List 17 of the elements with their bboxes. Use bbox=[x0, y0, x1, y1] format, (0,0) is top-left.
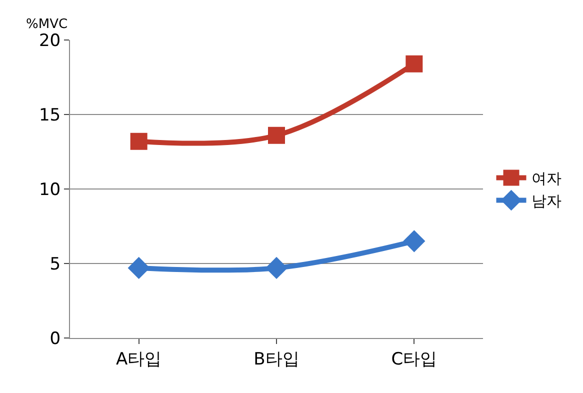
point bbox=[268, 126, 285, 144]
x-tick-label: A타입 bbox=[116, 349, 162, 370]
y-tick-label: 20 bbox=[38, 30, 61, 51]
y-axis-title: %MVC bbox=[26, 17, 68, 32]
legend-label: 여자 bbox=[531, 170, 562, 188]
legend-label: 남자 bbox=[531, 192, 562, 210]
x-tick-label: B타입 bbox=[254, 349, 300, 370]
point bbox=[406, 55, 423, 72]
point bbox=[130, 132, 148, 150]
x-tick-label: C타입 bbox=[391, 349, 438, 370]
point bbox=[128, 256, 150, 280]
y-tick-label: 0 bbox=[50, 328, 61, 349]
point bbox=[403, 230, 426, 252]
y-tick-label: 10 bbox=[38, 180, 61, 200]
y-tick-label: 15 bbox=[38, 105, 61, 126]
point bbox=[265, 256, 288, 280]
y-tick-label: 5 bbox=[50, 254, 61, 274]
